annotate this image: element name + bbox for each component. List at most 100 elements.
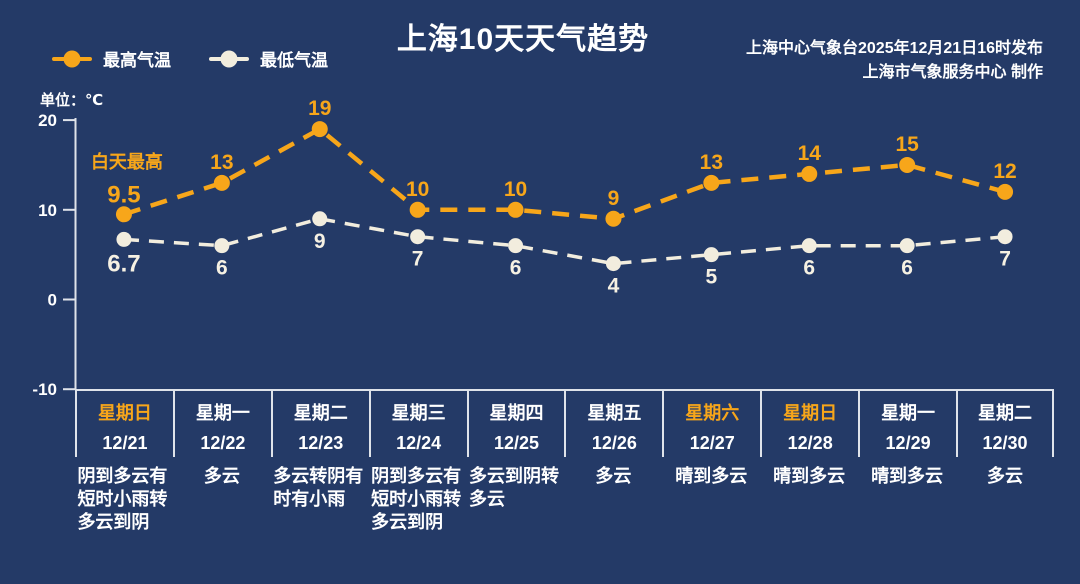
high-temp-point xyxy=(801,165,818,182)
date-label: 12/24 xyxy=(396,432,442,453)
weather-description-text: 晴到多云 xyxy=(871,466,944,486)
date-label: 12/29 xyxy=(885,432,931,453)
day-header-cell: 星期二 12/30 xyxy=(956,391,1054,457)
date-label: 12/23 xyxy=(298,432,344,453)
high-temp-point xyxy=(115,206,132,223)
date-label: 12/25 xyxy=(493,432,540,453)
source-line-1: 上海中心气象台2025年12月21日16时发布 xyxy=(746,40,1043,57)
day-header-cell: 星期二 12/23 xyxy=(270,391,369,457)
legend-low-temp-dot-icon xyxy=(220,50,238,67)
low-temp-value-label: 6 xyxy=(803,257,815,280)
weather-description-text: 阴到多云有短时小雨转多云到阴 xyxy=(77,466,168,533)
legend-low-temp-label: 最低气温 xyxy=(260,51,328,70)
low-temp-value-label: 5 xyxy=(706,266,718,289)
high-temp-point xyxy=(409,201,426,218)
weather-description: 晴到多云 xyxy=(662,465,760,488)
day-column: 星期日 12/28 晴到多云 xyxy=(760,391,858,534)
day-column: 星期二 12/23 多云转阴有时有小雨 xyxy=(270,391,369,534)
y-axis-tick-label: 20 xyxy=(38,111,57,130)
weather-description-text: 阴到多云有短时小雨转多云到阴 xyxy=(371,466,462,533)
weekday-label: 星期五 xyxy=(587,402,642,423)
high-temp-value-label: 10 xyxy=(406,178,429,201)
high-temp-value-label: 15 xyxy=(895,133,919,156)
day-column: 星期一 12/22 多云 xyxy=(172,391,271,534)
weather-description-text: 晴到多云 xyxy=(773,466,846,486)
y-axis-tick-label: -10 xyxy=(32,380,57,399)
high-temp-point xyxy=(703,174,720,191)
chart-legend: 最高气温 最低气温 xyxy=(52,46,328,71)
low-temp-value-label: 7 xyxy=(999,248,1011,271)
date-label: 12/28 xyxy=(787,432,833,453)
weather-description-text: 多云 xyxy=(595,466,632,486)
day-header-cell: 星期三 12/24 xyxy=(368,391,467,457)
weekday-label: 星期日 xyxy=(97,402,152,423)
weather-description: 阴到多云有短时小雨转多云到阴 xyxy=(369,465,467,534)
low-temp-point xyxy=(703,247,719,263)
day-column: 星期日 12/21 阴到多云有短时小雨转多云到阴 xyxy=(75,391,173,534)
legend-high-temp-marker-icon xyxy=(52,50,92,67)
day-header-cell: 星期一 12/22 xyxy=(172,391,271,457)
day-header-cell: 星期五 12/26 xyxy=(564,391,662,457)
day-header-cell: 星期一 12/29 xyxy=(858,391,956,457)
weekday-label: 星期一 xyxy=(881,402,936,423)
high-temp-point xyxy=(899,156,916,173)
date-label: 12/30 xyxy=(982,432,1028,453)
weather-description-text: 多云 xyxy=(203,466,240,486)
low-temp-point xyxy=(899,238,915,254)
weather-description: 多云到阴转多云 xyxy=(467,465,565,511)
page-title: 上海10天天气趋势 xyxy=(396,23,650,56)
weather-description: 多云转阴有时有小雨 xyxy=(271,465,369,511)
low-temp-point xyxy=(214,238,230,254)
low-temp-value-label: 6 xyxy=(216,257,228,280)
y-axis-tick-label: 10 xyxy=(38,201,57,220)
weekday-label: 星期二 xyxy=(977,402,1032,423)
low-temp-value-label: 6.7 xyxy=(107,250,140,277)
weather-description-text: 多云转阴有时有小雨 xyxy=(273,466,364,510)
low-temp-value-label: 9 xyxy=(314,230,326,253)
day-column: 星期二 12/30 多云 xyxy=(956,391,1054,534)
low-temp-point xyxy=(508,238,524,254)
low-temp-point xyxy=(116,231,132,247)
high-temp-value-label: 10 xyxy=(504,178,527,201)
day-column: 星期一 12/29 晴到多云 xyxy=(858,391,956,534)
legend-high-temp-dot-icon xyxy=(63,50,81,67)
day-column: 星期六 12/27 晴到多云 xyxy=(662,391,760,534)
day-header-cell: 星期六 12/27 xyxy=(662,391,760,457)
low-temp-value-label: 6 xyxy=(510,257,522,280)
date-label: 12/27 xyxy=(689,432,735,453)
date-label: 12/26 xyxy=(591,432,637,453)
low-temp-point xyxy=(605,256,621,272)
weather-description: 晴到多云 xyxy=(760,465,858,488)
day-header-cell: 星期日 12/21 xyxy=(75,391,173,457)
low-temp-value-label: 6 xyxy=(901,257,913,280)
high-temp-value-label: 13 xyxy=(210,151,233,174)
weekday-label: 星期六 xyxy=(685,402,740,423)
legend-high-temp: 最高气温 xyxy=(52,46,171,71)
source-info: 上海中心气象台2025年12月21日16时发布 上海市气象服务中心 制作 xyxy=(746,37,1043,85)
high-temp-point xyxy=(213,174,230,191)
weather-description-text: 多云到阴转多云 xyxy=(469,466,559,510)
high-temp-point xyxy=(997,183,1014,200)
weather-description: 阴到多云有短时小雨转多云到阴 xyxy=(75,465,173,534)
weekday-label: 星期三 xyxy=(391,402,446,423)
high-temp-value-label: 19 xyxy=(308,97,331,120)
weekday-label: 星期日 xyxy=(783,402,838,423)
high-temp-value-label: 9.5 xyxy=(107,181,140,208)
high-temp-value-label: 12 xyxy=(993,160,1016,183)
source-line-2: 上海市气象服务中心 制作 xyxy=(862,64,1043,81)
day-column: 星期五 12/26 多云 xyxy=(564,391,662,534)
high-temp-value-label: 13 xyxy=(700,151,723,174)
low-temp-line xyxy=(123,217,1006,266)
high-temp-point xyxy=(311,121,328,138)
date-label: 12/22 xyxy=(200,432,246,453)
legend-low-temp-marker-icon xyxy=(209,50,249,67)
high-temp-point xyxy=(507,201,524,218)
legend-high-temp-label: 最高气温 xyxy=(103,51,171,70)
weekday-label: 星期二 xyxy=(293,402,348,423)
weather-description: 多云 xyxy=(956,465,1054,488)
low-temp-point xyxy=(312,211,328,227)
weather-description: 晴到多云 xyxy=(858,465,956,488)
low-temp-value-label: 7 xyxy=(412,248,424,271)
